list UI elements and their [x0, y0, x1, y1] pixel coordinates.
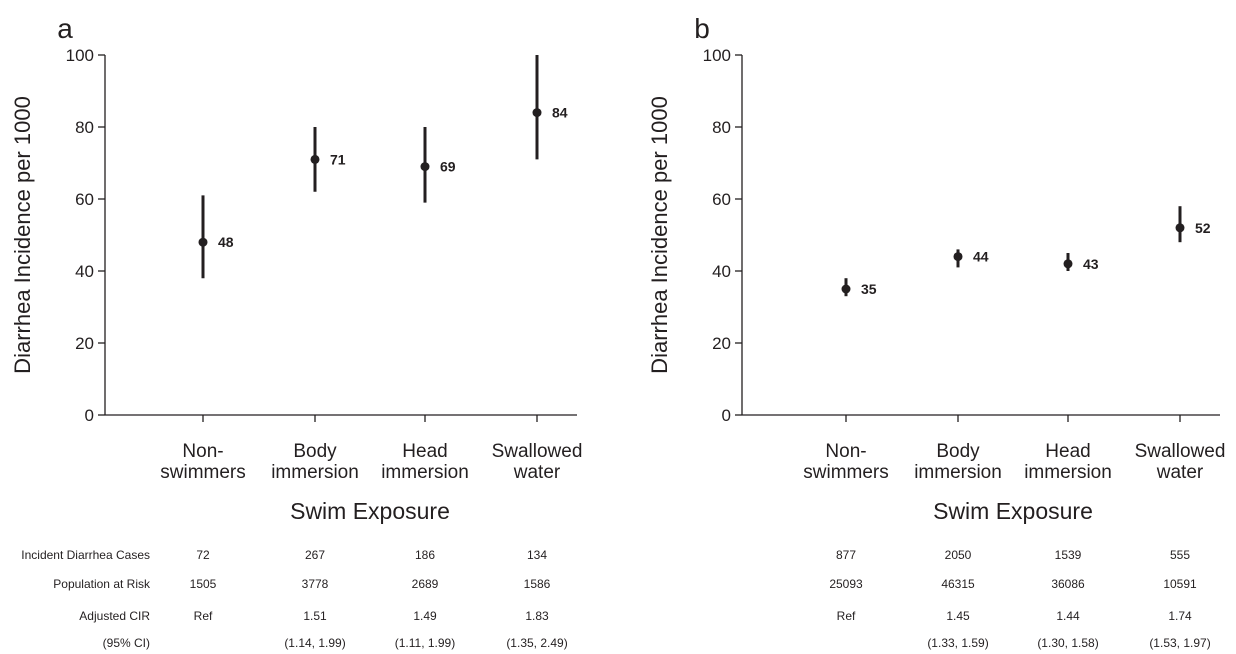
data-point [198, 237, 208, 247]
data-point [841, 284, 851, 294]
x-tick-label: Swallowed [492, 441, 583, 462]
table-cell: Ref [837, 609, 856, 623]
y-tick-label: 20 [712, 334, 731, 353]
data-label: 44 [973, 249, 989, 265]
x-tick-label: swimmers [803, 462, 889, 483]
y-tick-label: 0 [85, 406, 94, 425]
y-axis-label: Diarrhea Incidence per 1000 [647, 96, 672, 374]
table-cell: (1.30, 1.58) [1037, 636, 1098, 650]
table-cell: 555 [1170, 548, 1190, 562]
table-cell: 186 [415, 548, 435, 562]
x-tick-label: Head [402, 441, 447, 462]
x-tick-label: water [1156, 462, 1204, 483]
data-point [532, 108, 542, 118]
x-tick-label: swimmers [160, 462, 246, 483]
table-cell: (1.35, 2.49) [506, 636, 567, 650]
y-axis-label: Diarrhea Incidence per 1000 [10, 96, 35, 374]
data-point [420, 162, 430, 172]
y-tick-label: 40 [75, 262, 94, 281]
x-tick-label: Body [936, 441, 980, 462]
x-tick-label: immersion [271, 462, 359, 483]
x-axis-label: Swim Exposure [933, 498, 1093, 524]
data-point [953, 252, 963, 262]
data-label: 35 [861, 281, 877, 297]
x-tick-label: immersion [1024, 462, 1112, 483]
y-tick-label: 0 [722, 406, 731, 425]
table-cell: 10591 [1163, 577, 1197, 591]
data-point [1063, 259, 1073, 269]
data-point [1175, 223, 1185, 233]
table-cell: 3778 [302, 577, 329, 591]
table-cell: 877 [836, 548, 856, 562]
x-axis-label: Swim Exposure [290, 498, 450, 524]
x-tick-label: Swallowed [1135, 441, 1226, 462]
table-cell: Ref [194, 609, 213, 623]
table-cell: (1.33, 1.59) [927, 636, 988, 650]
data-label: 43 [1083, 256, 1099, 272]
x-tick-label: water [513, 462, 561, 483]
y-tick-label: 100 [66, 46, 94, 65]
table-cell: (1.53, 1.97) [1149, 636, 1210, 650]
table-cell: 1.45 [946, 609, 970, 623]
table-cell: (1.14, 1.99) [284, 636, 345, 650]
data-label: 69 [440, 159, 456, 175]
data-label: 52 [1195, 220, 1211, 236]
data-label: 71 [330, 151, 346, 167]
table-cell: 2689 [412, 577, 439, 591]
table-row-label: (95% CI) [103, 636, 150, 650]
y-tick-label: 100 [703, 46, 731, 65]
x-tick-label: Head [1045, 441, 1090, 462]
y-tick-label: 20 [75, 334, 94, 353]
table-cell: (1.11, 1.99) [395, 636, 455, 650]
x-tick-label: Non- [825, 441, 866, 462]
panel-label: b [694, 13, 710, 44]
table-cell: 36086 [1051, 577, 1085, 591]
table-cell: 267 [305, 548, 325, 562]
table-cell: 1539 [1055, 548, 1082, 562]
x-tick-label: immersion [914, 462, 1002, 483]
table-cell: 72 [196, 548, 210, 562]
y-tick-label: 40 [712, 262, 731, 281]
table-cell: 1.51 [303, 609, 327, 623]
data-point [310, 154, 320, 164]
table-cell: 1.44 [1056, 609, 1080, 623]
table-cell: 2050 [945, 548, 972, 562]
table-cell: 46315 [941, 577, 975, 591]
y-tick-label: 80 [75, 118, 94, 137]
data-label: 48 [218, 234, 234, 250]
y-tick-label: 60 [75, 190, 94, 209]
y-tick-label: 80 [712, 118, 731, 137]
chart-panel-a: a 0 20 40 60 80 100 Diarrhea Incidence per 1000… [10, 13, 582, 650]
table-cell: 1.74 [1168, 609, 1192, 623]
x-tick-label: Body [293, 441, 337, 462]
table-cell: 25093 [829, 577, 863, 591]
chart-panel-b: b 0 20 40 60 80 100 Diarrhea Incidence per 1000… [647, 13, 1225, 650]
x-tick-label: immersion [381, 462, 469, 483]
x-tick-label: Non- [182, 441, 223, 462]
table-cell: 1.49 [413, 609, 437, 623]
data-label: 84 [552, 105, 568, 121]
table-row-label: Incident Diarrhea Cases [21, 548, 150, 562]
table-cell: 1505 [190, 577, 217, 591]
y-tick-label: 60 [712, 190, 731, 209]
table-cell: 1.83 [525, 609, 549, 623]
table-cell: 1586 [524, 577, 551, 591]
table-cell: 134 [527, 548, 547, 562]
table-row-label: Population at Risk [53, 577, 151, 591]
table-row-label: Adjusted CIR [79, 609, 150, 623]
panel-label: a [57, 13, 73, 44]
